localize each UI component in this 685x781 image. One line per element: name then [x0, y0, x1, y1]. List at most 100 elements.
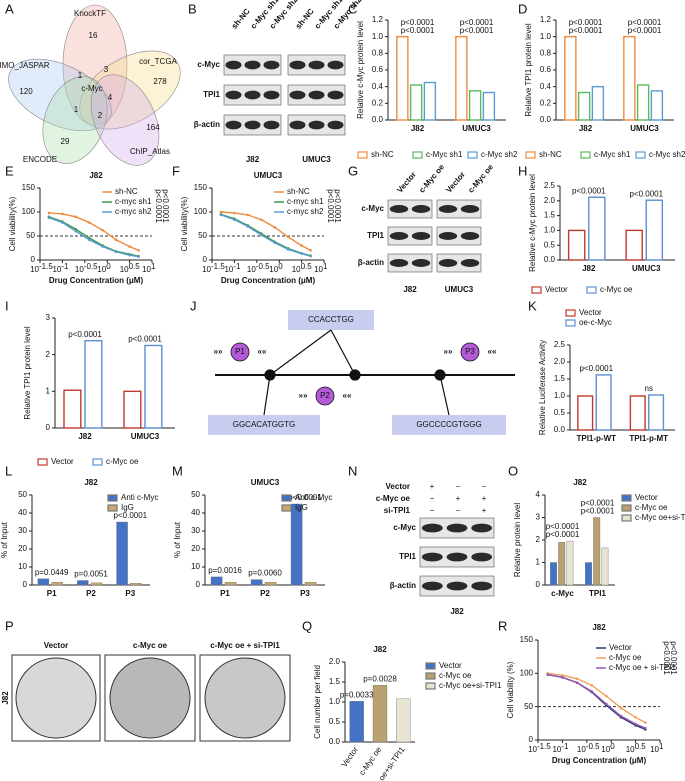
x-tick-base: 10: [601, 745, 610, 754]
band: [327, 60, 344, 70]
y-tick-label: 0.0: [540, 115, 552, 124]
p-value: p<0.0001: [572, 186, 606, 195]
band: [389, 232, 409, 240]
venn-center: c-Myc: [81, 84, 102, 93]
x-tick-label: P2: [260, 589, 270, 598]
x-tick-label: UMUC3: [462, 124, 491, 133]
legend-swatch: [635, 151, 646, 159]
y-tick-label: 1.2: [372, 15, 384, 24]
y-tick-label: 0: [23, 580, 28, 589]
point: [233, 218, 236, 221]
p-value: p<0.0001: [628, 26, 662, 35]
band: [446, 523, 468, 533]
x-tick-label: P3: [125, 589, 135, 598]
y-tick-label: 50: [198, 231, 207, 240]
bar: [116, 521, 128, 586]
y-tick-label: 40: [18, 508, 27, 517]
blot-strip: [436, 199, 482, 219]
bar: [585, 562, 592, 586]
point: [47, 216, 51, 220]
bar: [566, 540, 574, 586]
y-tick-label: 30: [191, 526, 200, 535]
legend-swatch: [425, 672, 436, 680]
point: [619, 714, 623, 718]
legend-swatch: [425, 662, 436, 670]
venn-set: [8, 58, 112, 132]
p-value: p=0.0051: [74, 570, 108, 579]
p-value: p<0.0001: [569, 26, 603, 35]
point: [634, 716, 637, 719]
chart-title: J82: [573, 478, 587, 487]
p-value: p=0.0016: [208, 566, 242, 575]
panel-letter: R: [498, 618, 507, 633]
colony-dishes: [11, 654, 291, 742]
point: [273, 226, 277, 229]
sign: −: [456, 506, 461, 515]
legend-label: c-Myc oe: [439, 671, 472, 680]
y-tick-label: 0.5: [329, 717, 341, 726]
bar: [304, 582, 317, 586]
bar: [210, 576, 223, 586]
band: [411, 259, 431, 267]
y-tick-label: 150: [22, 183, 36, 192]
panel-letter: G: [348, 163, 358, 178]
y-tick-label: 0.0: [372, 115, 384, 124]
dish: [204, 657, 286, 739]
p-value: p<0.0001: [401, 26, 435, 35]
point: [114, 250, 118, 254]
legend-label: Vector: [51, 457, 74, 466]
bar: [51, 582, 63, 586]
x-tick-exponent: 1: [151, 262, 156, 271]
panel-letter: I: [5, 298, 9, 313]
legend-label: c-Myc oe: [609, 653, 642, 662]
bar: [625, 229, 643, 261]
bar: [372, 685, 388, 743]
x-tick-exponent: 1: [323, 262, 328, 271]
venn-count: 3: [104, 65, 109, 74]
legend-swatch: [565, 309, 576, 317]
bar: [623, 35, 636, 121]
p-value: p<0.0001: [128, 335, 162, 344]
point: [61, 212, 64, 216]
band: [438, 259, 458, 267]
legend-swatch: [531, 286, 542, 294]
panel-letter: K: [528, 298, 537, 313]
p-value: p<0.0001: [333, 189, 342, 223]
y-tick-label: 1.0: [540, 32, 552, 41]
x-axis-label: Drug Concentration (μM): [552, 756, 647, 765]
motif-box: [208, 415, 320, 435]
legend-label: sh-NC: [371, 150, 394, 159]
legend-swatch: [281, 494, 292, 502]
panel-letter: E: [5, 163, 14, 178]
y-axis-label: Cell number per field: [313, 665, 322, 739]
y-axis-label: Cell viability (%): [506, 661, 515, 718]
band: [421, 523, 443, 533]
x-tick-label: TPI1-p-WT: [576, 434, 616, 443]
site: [264, 369, 276, 381]
point: [286, 248, 290, 251]
venn-set-label: KnockTF: [74, 9, 106, 18]
venn-count: 164: [146, 123, 160, 132]
y-tick-label: 0.2: [372, 98, 384, 107]
x-axis-label: Drug Concentration (μM): [49, 276, 144, 285]
bar: [349, 701, 364, 743]
p-value: p<0.0001: [629, 189, 663, 198]
x-tick-base: 10: [30, 265, 39, 274]
site-badge: [460, 342, 480, 362]
dish: [109, 657, 191, 739]
row-label: TPI1: [399, 552, 416, 561]
bar: [123, 390, 142, 429]
band: [308, 90, 325, 100]
y-tick-label: 50: [191, 490, 200, 499]
band: [308, 60, 325, 70]
x-tick-base: 10: [552, 745, 561, 754]
y-tick-label: 50: [26, 231, 35, 240]
x-tick-exponent: 0: [106, 262, 111, 271]
point: [259, 218, 263, 221]
band: [460, 259, 480, 267]
bar: [636, 84, 650, 121]
x-tick-label: c-Myc: [551, 589, 574, 598]
p-value: p=0.0449: [35, 568, 69, 577]
panel-letter: D: [518, 1, 527, 16]
bar: [468, 90, 482, 121]
